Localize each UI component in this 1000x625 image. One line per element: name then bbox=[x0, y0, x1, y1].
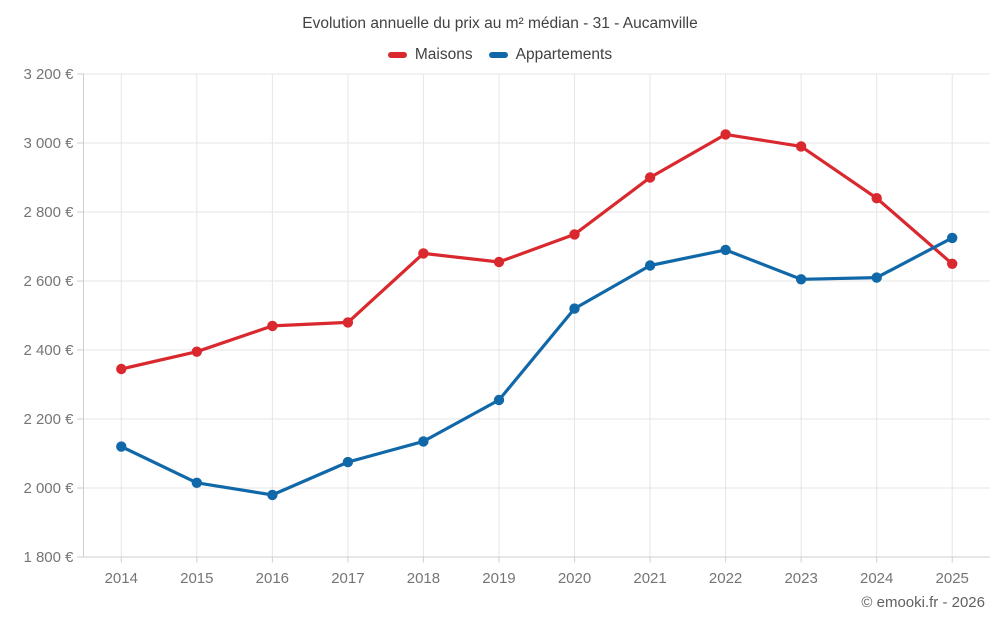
x-axis-label: 2016 bbox=[256, 570, 289, 587]
point-maisons-2020[interactable] bbox=[569, 229, 580, 240]
legend-item-appartements[interactable]: Appartements bbox=[488, 46, 613, 64]
point-maisons-2015[interactable] bbox=[191, 346, 202, 357]
attribution-text: © emooki.fr - 2026 bbox=[861, 594, 985, 611]
series-line-maisons bbox=[119, 132, 954, 371]
y-axis-label: 2 800 € bbox=[23, 204, 74, 221]
x-axis-label: 2025 bbox=[936, 570, 969, 587]
x-axis-label: 2020 bbox=[558, 570, 591, 587]
y-axis-label: 3 000 € bbox=[23, 135, 74, 152]
y-axis-label: 2 400 € bbox=[23, 342, 74, 359]
point-maisons-2016[interactable] bbox=[267, 320, 278, 332]
x-axis-label: 2019 bbox=[482, 570, 515, 587]
legend-label-maisons: Maisons bbox=[414, 46, 473, 63]
chart-title: Evolution annuelle du prix au m² médian … bbox=[302, 15, 698, 32]
legend-label-appartements: Appartements bbox=[515, 46, 613, 63]
legend-item-maisons[interactable]: Maisons bbox=[387, 46, 473, 64]
x-axis-label: 2022 bbox=[709, 570, 742, 587]
point-appartements-2023[interactable] bbox=[795, 274, 807, 285]
point-appartements-2019[interactable] bbox=[493, 394, 505, 406]
x-axis-label: 2021 bbox=[633, 570, 666, 587]
point-appartements-2015[interactable] bbox=[191, 477, 202, 488]
point-maisons-2022[interactable] bbox=[720, 129, 731, 140]
x-axis-label: 2017 bbox=[331, 570, 364, 587]
point-appartements-2017[interactable] bbox=[342, 456, 354, 468]
x-axis-label: 2024 bbox=[860, 570, 893, 587]
point-maisons-2021[interactable] bbox=[644, 172, 656, 183]
point-maisons-2017[interactable] bbox=[342, 317, 354, 328]
series-line-appartements bbox=[119, 236, 954, 497]
x-axis-label: 2014 bbox=[105, 570, 138, 587]
point-maisons-2025[interactable] bbox=[947, 258, 958, 269]
point-appartements-2020[interactable] bbox=[569, 303, 580, 314]
y-axis-label: 2 600 € bbox=[23, 273, 74, 290]
point-maisons-2023[interactable] bbox=[795, 141, 807, 152]
x-axis-label: 2023 bbox=[784, 570, 817, 587]
chart-legend: Maisons Appartements bbox=[0, 46, 1000, 64]
point-maisons-2014[interactable] bbox=[116, 363, 127, 375]
x-axis-label: 2015 bbox=[180, 570, 213, 587]
point-maisons-2019[interactable] bbox=[493, 256, 505, 268]
point-appartements-2025[interactable] bbox=[947, 232, 958, 244]
point-appartements-2014[interactable] bbox=[116, 441, 127, 452]
point-maisons-2024[interactable] bbox=[871, 193, 882, 204]
point-appartements-2016[interactable] bbox=[267, 489, 278, 501]
x-axis-label: 2018 bbox=[407, 570, 440, 587]
y-axis-label: 2 000 € bbox=[23, 480, 74, 497]
point-appartements-2024[interactable] bbox=[871, 272, 882, 283]
y-axis-label: 2 200 € bbox=[23, 411, 74, 428]
legend-swatch-appartements-icon bbox=[488, 51, 508, 59]
point-appartements-2022[interactable] bbox=[720, 244, 731, 256]
y-axis-label: 3 200 € bbox=[23, 66, 74, 83]
point-appartements-2018[interactable] bbox=[418, 436, 429, 447]
legend-swatch-maisons-icon bbox=[387, 51, 407, 59]
point-maisons-2018[interactable] bbox=[418, 248, 429, 259]
y-axis-label: 1 800 € bbox=[23, 549, 74, 566]
point-appartements-2021[interactable] bbox=[644, 260, 656, 271]
